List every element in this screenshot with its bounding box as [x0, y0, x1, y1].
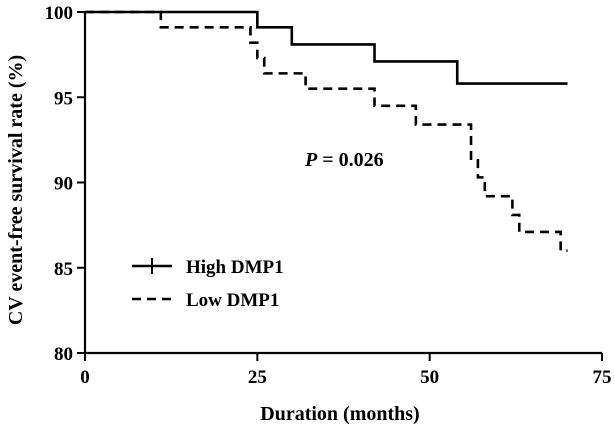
series-line-high [85, 10, 568, 85]
x-tick-label: 50 [420, 367, 439, 388]
axes [83, 12, 602, 355]
legend-label-low: Low DMP1 [186, 290, 279, 311]
p-label: P [304, 149, 318, 171]
y-tick-label: 95 [54, 88, 73, 109]
x-tick-label: 25 [248, 367, 267, 388]
y-tick-label: 80 [54, 344, 73, 365]
ticks: 0 25 50 75 80 85 90 95 100 [45, 3, 612, 388]
y-axis-title: CV event-free survival rate (%) [5, 55, 27, 325]
series-line-low [85, 10, 568, 252]
legend-label-high: High DMP1 [186, 257, 284, 278]
p-value-annotation: P = 0.026 [304, 149, 384, 171]
y-tick-label: 100 [45, 3, 74, 24]
x-tick-label: 75 [593, 367, 612, 388]
x-axis-title: Duration (months) [260, 403, 419, 425]
p-value: = 0.026 [317, 149, 383, 171]
legend: High DMP1 Low DMP1 [132, 257, 284, 311]
series-group [85, 10, 568, 252]
y-tick-label: 90 [54, 174, 73, 195]
y-tick-label: 85 [54, 259, 73, 280]
x-tick-label: 0 [80, 367, 90, 388]
